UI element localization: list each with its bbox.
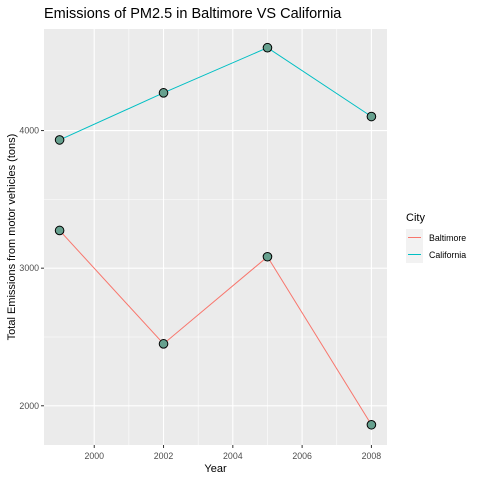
point-baltimore bbox=[366, 419, 377, 430]
minor-gridlines bbox=[44, 29, 387, 445]
chart-title: Emissions of PM2.5 in Baltimore VS Calif… bbox=[44, 6, 342, 22]
point-california bbox=[158, 88, 169, 98]
legend: City Baltimore California bbox=[406, 212, 466, 263]
y-tick-label: 3000 bbox=[19, 263, 39, 273]
x-tick-label: 2006 bbox=[292, 451, 312, 461]
major-gridlines bbox=[44, 29, 387, 445]
x-tick-label: 2008 bbox=[362, 451, 382, 461]
point-baltimore bbox=[54, 225, 65, 236]
x-tick-label: 2002 bbox=[154, 451, 174, 461]
x-axis: 2000 2002 2004 2006 2008 bbox=[84, 445, 381, 461]
x-tick-label: 2004 bbox=[223, 451, 243, 461]
point-california bbox=[54, 135, 65, 145]
point-baltimore bbox=[158, 339, 169, 349]
plot-panel bbox=[44, 29, 387, 445]
x-axis-title: Year bbox=[204, 463, 227, 475]
legend-label-california: California bbox=[429, 250, 466, 260]
line-california bbox=[59, 47, 372, 141]
legend-items: Baltimore California bbox=[406, 229, 466, 263]
point-baltimore bbox=[262, 251, 273, 262]
point-california bbox=[366, 111, 377, 122]
legend-title: City bbox=[406, 212, 425, 224]
series-points bbox=[54, 42, 377, 430]
y-axis: 2000 3000 4000 bbox=[19, 126, 44, 411]
y-tick-label: 2000 bbox=[19, 401, 39, 411]
line-baltimore bbox=[59, 230, 372, 426]
series-lines bbox=[59, 47, 372, 426]
legend-label-baltimore: Baltimore bbox=[429, 233, 466, 243]
y-tick-label: 4000 bbox=[19, 126, 39, 136]
y-axis-title: Total Emissions from motor vehicles (ton… bbox=[6, 134, 18, 341]
x-tick-label: 2000 bbox=[84, 451, 104, 461]
point-california bbox=[262, 42, 273, 53]
